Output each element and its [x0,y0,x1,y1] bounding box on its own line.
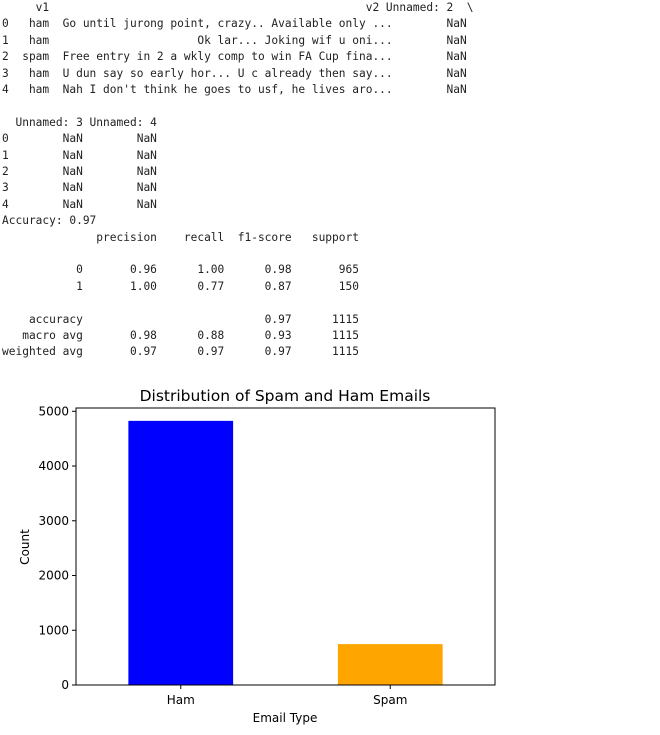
dataframe-continued-line: 0 NaN NaN [0,131,660,147]
y-tick-label: 3000 [38,514,69,528]
dataframe-continued-line: 2 NaN NaN [0,164,660,180]
report-line: precision recall f1-score support [0,230,660,246]
dataframe-continued-line: 4 NaN NaN [0,197,660,213]
bar-chart: Distribution of Spam and Ham Emails 0 100… [0,380,660,731]
dataframe-line: 2 spam Free entry in 2 a wkly comp to wi… [0,49,660,65]
y-tick-label: 4000 [38,459,69,473]
report-line: macro avg 0.98 0.88 0.93 1115 [0,328,660,344]
y-tick-label: 2000 [38,569,69,583]
accuracy-text: Accuracy: 0.97 [0,213,660,229]
dataframe-preview: v1 v2 Unnamed: 2 \ 0 ham Go until jurong … [0,0,660,98]
y-tick-label: 1000 [38,623,69,637]
report-line: 1 1.00 0.77 0.87 150 [0,279,660,295]
x-axis-label: Email Type [253,711,318,725]
bar-spam [338,644,443,685]
dataframe-line: 4 ham Nah I don't think he goes to usf, … [0,82,660,98]
report-line: 0 0.96 1.00 0.98 965 [0,262,660,278]
x-tick-label: Spam [373,693,407,707]
dataframe-continued-line: Unnamed: 3 Unnamed: 4 [0,115,660,131]
bar-chart-svg: Distribution of Spam and Ham Emails 0 100… [0,380,660,731]
chart-title: Distribution of Spam and Ham Emails [140,387,431,405]
report-line [0,295,660,311]
x-tick-label: Ham [167,693,195,707]
notebook-output: v1 v2 Unnamed: 2 \ 0 ham Go until jurong … [0,0,660,361]
blank-line [0,98,660,114]
dataframe-continued-line: 3 NaN NaN [0,180,660,196]
dataframe-line: 3 ham U dun say so early hor... U c alre… [0,66,660,82]
bar-ham [128,421,233,685]
y-tick-label: 0 [61,678,69,692]
classification-report: precision recall f1-score support 0 0.96… [0,230,660,361]
report-line [0,246,660,262]
report-line: accuracy 0.97 1115 [0,312,660,328]
dataframe-continued-line: 1 NaN NaN [0,148,660,164]
y-axis-label: Count [18,529,32,565]
y-tick-label: 5000 [38,404,69,418]
dataframe-line: v1 v2 Unnamed: 2 \ [0,0,660,16]
report-line: weighted avg 0.97 0.97 0.97 1115 [0,344,660,360]
dataframe-line: 1 ham Ok lar... Joking wif u oni... NaN [0,33,660,49]
dataframe-line: 0 ham Go until jurong point, crazy.. Ava… [0,16,660,32]
